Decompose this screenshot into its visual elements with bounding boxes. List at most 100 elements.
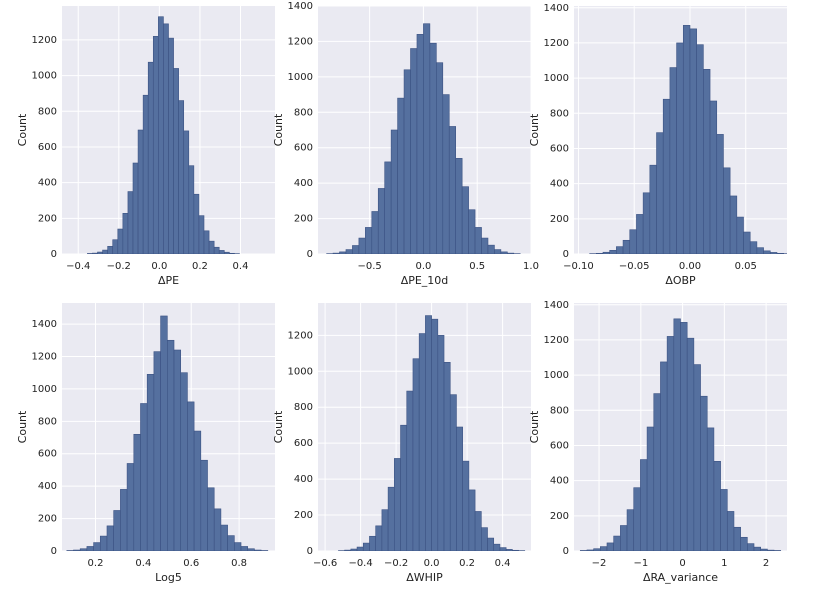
y-axis-label: Count — [528, 113, 541, 146]
y-tick-label: 1000 — [32, 384, 57, 395]
histogram-bar — [669, 67, 677, 254]
y-tick-label: 0 — [563, 249, 569, 260]
histogram-bar — [106, 525, 114, 551]
y-tick-label: 200 — [550, 214, 569, 225]
y-tick-label: 1000 — [288, 366, 313, 377]
x-tick-label: 0.05 — [735, 261, 757, 272]
histogram-bar — [633, 487, 641, 551]
histogram-bar — [776, 252, 784, 254]
x-tick-label: 0.4 — [495, 558, 511, 569]
y-tick-label: 1400 — [544, 3, 569, 14]
bars — [589, 25, 787, 254]
histogram-bar — [97, 251, 103, 254]
y-axis-label: Count — [272, 113, 285, 146]
y-tick-label: 1400 — [32, 319, 57, 330]
x-axis-label: ΔWHIP — [406, 571, 443, 584]
histogram-bar — [480, 527, 488, 551]
histogram-bar — [234, 542, 242, 551]
histogram-bar — [448, 126, 456, 254]
y-tick-label: 400 — [38, 481, 57, 492]
histogram-bar — [507, 252, 515, 254]
histogram-bar — [163, 23, 169, 254]
histogram-bar — [609, 250, 617, 254]
histogram-bar — [586, 549, 594, 551]
histogram-bar — [146, 374, 155, 551]
x-tick-label: 0.4 — [135, 558, 151, 569]
histogram-bar — [673, 318, 681, 551]
histogram-bar — [406, 390, 414, 551]
histogram-bar — [713, 460, 721, 551]
histogram-bar — [456, 426, 463, 551]
histogram-bar — [700, 395, 708, 551]
histogram-bar — [384, 161, 392, 254]
histogram-bar — [736, 216, 744, 254]
histogram-bar — [362, 542, 370, 551]
histogram-bar — [213, 246, 220, 254]
histogram-bar — [726, 511, 735, 551]
histogram-bar — [218, 250, 225, 254]
bars — [87, 16, 240, 254]
x-tick-label: −0.5 — [357, 261, 381, 272]
x-axis-label: ΔRA_variance — [643, 571, 718, 584]
histogram-bar — [709, 100, 718, 254]
histogram-bar — [183, 130, 190, 254]
histogram-bar — [626, 509, 635, 551]
histogram-bar — [153, 351, 161, 551]
histogram-bar — [494, 249, 502, 254]
histogram-bar — [680, 322, 688, 551]
y-tick-label: 400 — [550, 476, 569, 487]
histogram-bar — [187, 401, 195, 551]
histogram-bar — [158, 16, 164, 254]
histogram-bar — [602, 251, 610, 254]
y-tick-label: 600 — [38, 142, 57, 153]
histogram-bar — [616, 246, 624, 254]
subplot: 0 200 400 600 800 1000 1200 1400 −0.10 −0.05 0.00 0… — [528, 3, 787, 287]
histogram-bar — [474, 227, 482, 254]
x-tick-label: −0.2 — [384, 558, 408, 569]
histogram-bar — [733, 526, 741, 551]
x-tick-label: 0.6 — [183, 558, 199, 569]
histogram-bar — [180, 372, 188, 551]
histogram-bar — [703, 69, 711, 254]
y-tick-label: 600 — [550, 440, 569, 451]
histogram-bar — [596, 252, 604, 254]
histogram-bar — [152, 36, 159, 254]
histogram-bar — [693, 364, 701, 551]
x-tick-label: 0.0 — [415, 261, 431, 272]
subplot: 0 200 400 600 800 1000 1200 −0.6 −0.4 −0.2 0.0 0.2 0… — [272, 303, 531, 584]
y-tick-label: 1400 — [544, 300, 569, 311]
histogram-bar — [760, 548, 768, 551]
subplot: 0 200 400 600 800 1000 1200 1400 −2 −1 0 1 2 ΔRA_vari… — [528, 300, 787, 584]
histogram-bar — [461, 186, 469, 254]
subplot: 0 200 400 600 800 1000 1200 1400 0.2 0.4 0.6 0.8 Log… — [16, 303, 275, 584]
histogram-bar — [113, 510, 121, 551]
y-tick-label: 200 — [550, 511, 569, 522]
histogram-bar — [112, 239, 119, 254]
x-tick-label: 0.2 — [459, 558, 475, 569]
x-tick-label: −1 — [633, 558, 648, 569]
x-tick-label: 0.5 — [469, 261, 485, 272]
histogram-bar — [387, 486, 395, 551]
histogram-bar — [579, 550, 588, 551]
histogram-bar — [756, 247, 764, 254]
histogram-bar — [73, 549, 81, 551]
histogram-bar — [381, 509, 389, 551]
histogram-bar — [437, 335, 445, 551]
histogram-bar — [493, 543, 501, 551]
y-tick-label: 400 — [294, 178, 313, 189]
histogram-bar — [512, 549, 519, 551]
histogram-bar — [642, 192, 651, 254]
histogram-bar — [99, 535, 108, 551]
histogram-bar — [418, 333, 426, 551]
histogram-bar — [79, 548, 88, 551]
histogram-bar — [377, 188, 385, 254]
histogram-bar — [188, 165, 195, 254]
histogram-bar — [200, 459, 208, 551]
histogram-bar — [227, 535, 235, 551]
y-tick-label: 200 — [38, 514, 57, 525]
histogram-bar — [127, 191, 134, 254]
histogram-bar — [173, 68, 179, 254]
x-tick-label: 0.8 — [231, 558, 247, 569]
x-tick-label: 1.0 — [523, 261, 539, 272]
